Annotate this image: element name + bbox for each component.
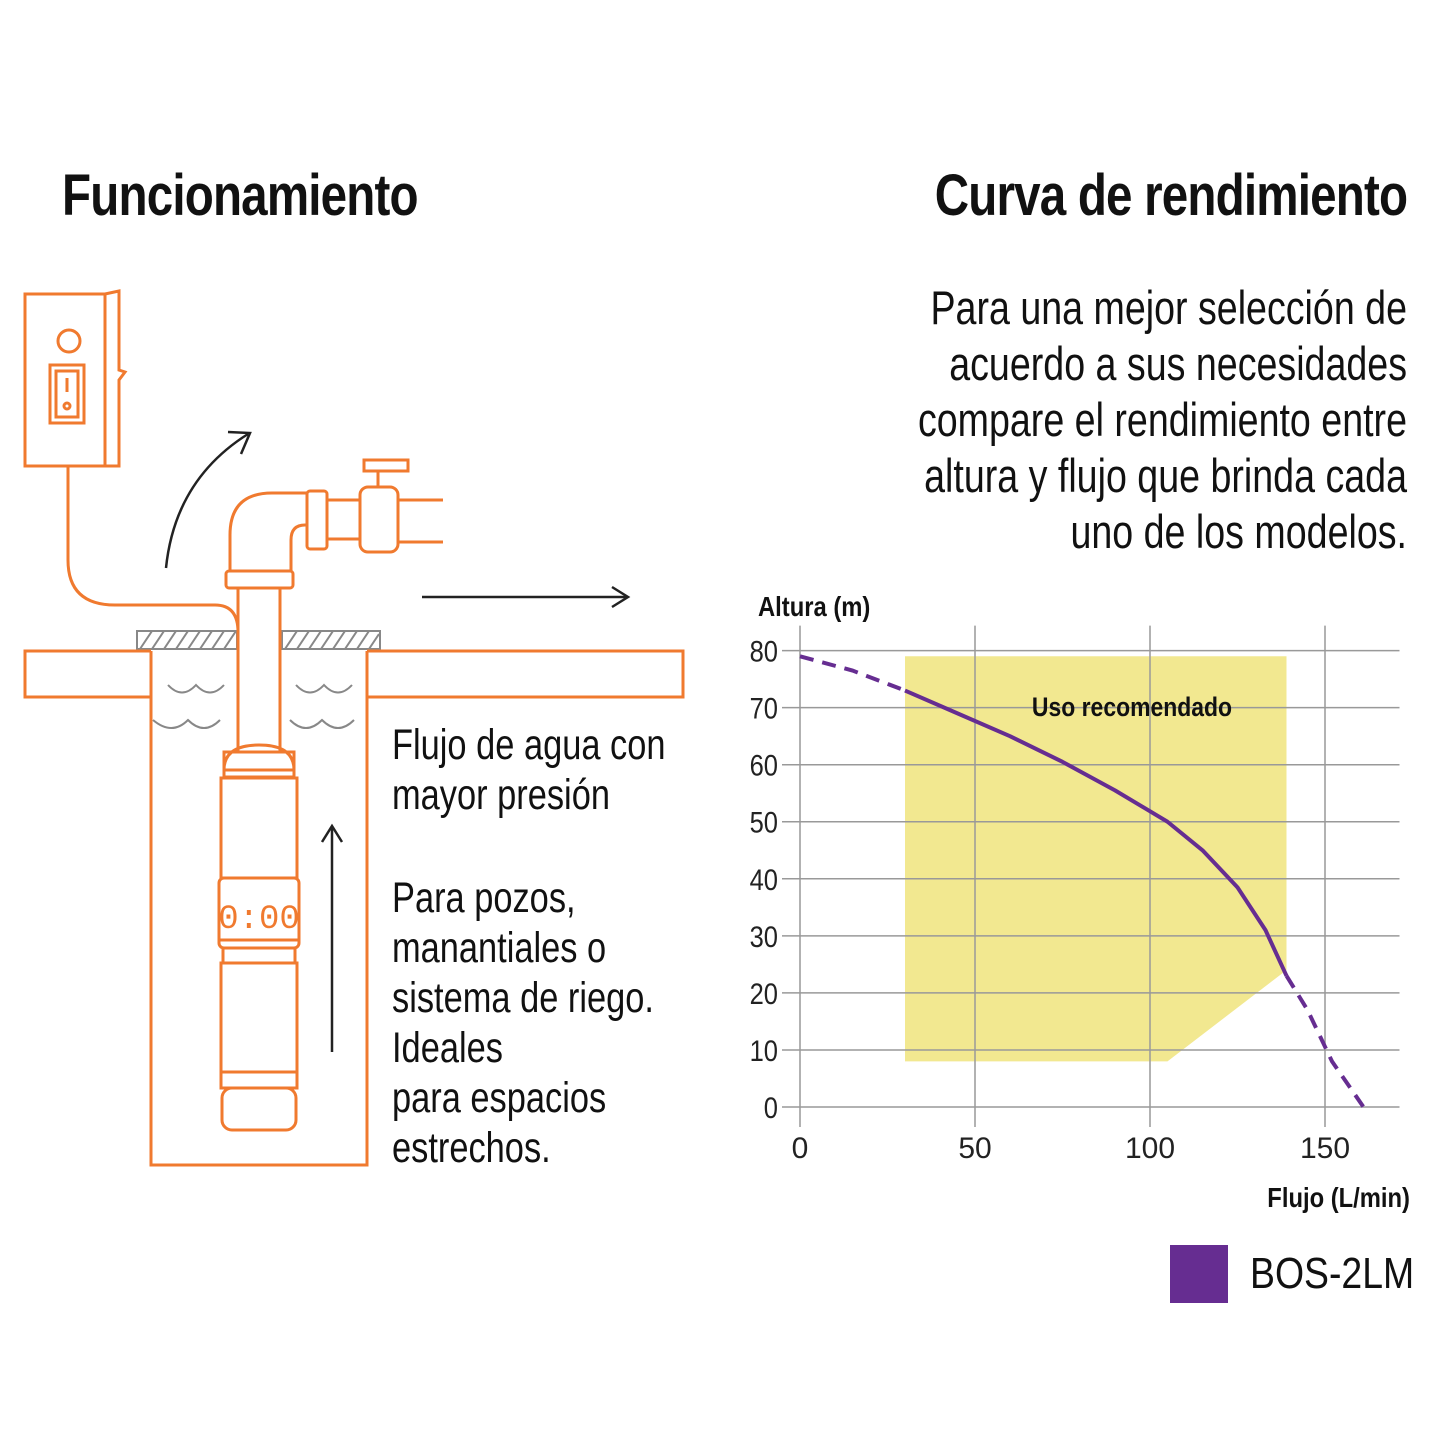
flow-description: Flujo de agua con mayor presión [392,720,728,820]
x-tick-label: 100 [1125,1132,1175,1165]
section-title-curva: Curva de rendimiento [934,163,1407,228]
intro-line: altura y flujo que brinda cada [924,449,1407,502]
y-axis-label: Altura (m) [758,590,870,622]
y-tick-label: 70 [750,692,778,725]
y-tick-label: 60 [750,749,778,782]
recommended-zone [905,656,1287,1062]
x-tick-label: 50 [958,1132,991,1165]
use-line: Para pozos, [392,874,576,922]
series-line-dashed-start [799,654,906,693]
well-pump-illustration: 0:00 [23,289,685,1167]
power-cable [66,466,240,650]
y-tick-label: 30 [750,920,778,953]
x-tick-label: 150 [1300,1132,1350,1165]
x-tick-label: 0 [792,1132,809,1165]
y-tick-label: 50 [750,806,778,839]
zone-label: Uso recomendado [1032,692,1232,722]
use-line: manantiales o [392,924,607,972]
flow-line: Flujo de agua con [392,721,666,769]
flow-line: mayor presión [392,771,610,819]
intro-line: Para una mejor selección de [930,281,1407,334]
pump-display-text: 0:00 [218,901,300,939]
y-tick-label: 10 [750,1034,778,1067]
chart-legend: BOS-2LM [1170,1245,1443,1303]
ground-and-well [23,649,685,1167]
use-line: para espacios [392,1074,607,1122]
intro-line: acuerdo a sus necesidades [949,337,1407,390]
pipe-valve-icon [224,458,443,752]
arrow-up-icon [320,823,344,1052]
curved-arrow-icon [164,430,252,569]
water-ripples [152,683,355,729]
y-tick-label: 20 [750,977,778,1010]
arrow-right-icon [422,585,631,609]
intro-line: compare el rendimiento entre [917,393,1407,446]
series-line-solid [904,688,1289,977]
legend-label: BOS-2LM [1250,1249,1415,1298]
use-description: Para pozos, manantiales o sistema de rie… [392,873,728,1173]
y-tick-label: 80 [750,635,778,668]
intro-line: uno de los modelos. [1070,505,1407,558]
y-tick-label: 40 [750,863,778,896]
intro-paragraph: Para una mejor selección de acuerdo a su… [767,280,1407,560]
x-axis-label: Flujo (L/min) [1267,1181,1410,1213]
legend-swatch [1170,1245,1228,1303]
series-line-dashed-end [1284,974,1366,1109]
section-title-funcionamiento: Funcionamiento [62,163,419,228]
use-line: Ideales [392,1024,503,1072]
use-line: sistema de riego. [392,974,654,1022]
submersible-pump-icon [217,743,301,1132]
use-line: estrechos. [392,1124,551,1172]
control-box-icon [23,289,128,468]
y-tick-label: 0 [764,1091,778,1124]
